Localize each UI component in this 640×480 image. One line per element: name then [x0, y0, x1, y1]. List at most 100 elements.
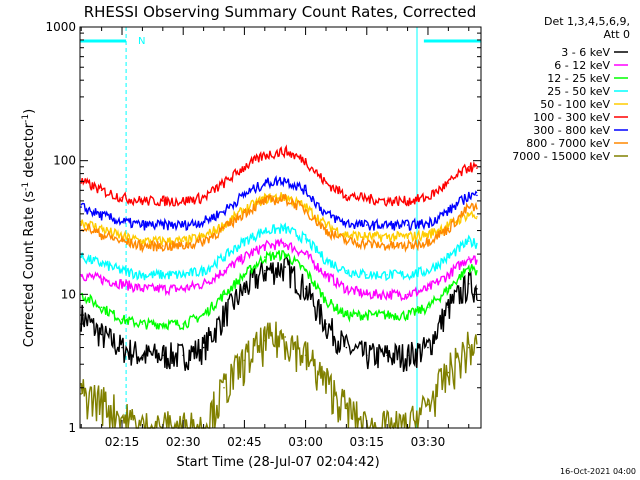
series-7-point-11 [284, 178, 286, 181]
series-8-point-3 [121, 240, 123, 242]
series-7-point-19 [447, 210, 450, 212]
series-5-point-14 [345, 233, 348, 236]
series-9-point-8 [223, 386, 225, 389]
series-6-point-20 [467, 165, 470, 168]
x-tick-label-6: 03:30 [411, 435, 446, 449]
series-4-point-2 [100, 262, 103, 265]
series-4-point-13 [325, 259, 327, 262]
series-2-point-21 [476, 259, 478, 262]
series-8-point-9 [243, 211, 246, 214]
series-4-point-5 [162, 274, 164, 276]
series-4-point-18 [427, 269, 429, 272]
series-1-point-3 [121, 346, 123, 349]
series-5-point-15 [365, 235, 368, 238]
legend-label-7: 300 - 800 keV [533, 124, 610, 137]
series-2-point-13 [325, 274, 327, 276]
x-tick-label-2: 02:30 [166, 435, 201, 449]
series-2-point-6 [182, 288, 185, 290]
series-2-point-4 [141, 288, 144, 290]
series-line-8 [81, 193, 478, 254]
series-8-point-7 [202, 240, 205, 242]
series-3-point-12 [304, 269, 307, 272]
legend-label-2: 6 - 12 keV [554, 59, 610, 72]
y-axis-label-suffix: ) [22, 109, 37, 114]
series-8-point-11 [284, 197, 286, 200]
series-6-point-3 [121, 196, 123, 199]
series-1-point-4 [141, 354, 144, 357]
series-4-point-12 [304, 238, 307, 240]
series-6-point-16 [386, 200, 388, 202]
series-9-point-18 [427, 403, 429, 406]
plot-frame [79, 26, 482, 429]
series-5-point-12 [304, 206, 307, 208]
series-2-point-11 [284, 242, 286, 245]
y-axis-label-exponent-1: -1 [21, 182, 31, 191]
series-6-point-17 [406, 200, 409, 202]
series-7-point-4 [141, 224, 144, 226]
series-1-point-17 [406, 354, 409, 357]
series-8-point-21 [476, 207, 478, 210]
series-8-point-13 [325, 229, 327, 232]
legend-header-detectors: Det 1,3,4,5,6,9, [544, 15, 630, 28]
series-4-point-9 [243, 240, 246, 242]
series-2-point-9 [243, 256, 246, 258]
series-1-point-12 [304, 288, 307, 290]
series-4-point-8 [223, 256, 225, 258]
series-line-6 [80, 144, 478, 208]
series-7-point-5 [162, 224, 164, 226]
series-8-point-14 [345, 240, 348, 242]
series-6-point-15 [365, 197, 368, 200]
y-tick-label-1: 1 [68, 421, 76, 435]
series-line-4 [80, 222, 478, 282]
series-1-point-19 [447, 306, 450, 309]
series-5-point-21 [476, 216, 478, 218]
chart-title: RHESSI Observing Summary Count Rates, Co… [84, 3, 477, 21]
series-8-point-6 [182, 245, 185, 247]
axes: 1 10 100 1000 02:15 02:30 02:45 03:00 03:15 03:30 [45, 20, 481, 449]
series-1-point-21 [476, 288, 478, 290]
series-5-point-19 [447, 224, 450, 226]
series-3-point-7 [202, 314, 205, 316]
series-7-point-2 [100, 214, 103, 217]
series-2-point-15 [365, 293, 368, 296]
series-7-point-8 [223, 210, 225, 212]
series-3-point-9 [243, 274, 246, 276]
series-3-point-10 [263, 256, 266, 258]
series-3-point-3 [121, 318, 123, 321]
series-8-point-2 [100, 233, 103, 236]
series-5-point-2 [100, 227, 103, 230]
series-line-7 [80, 174, 478, 232]
series-8-point-5 [162, 245, 164, 247]
series-4-point-16 [386, 274, 388, 276]
series-1-point-2 [100, 333, 103, 336]
series-7-point-20 [467, 194, 470, 197]
series-9-point-14 [345, 407, 348, 410]
night-marker: N [138, 36, 145, 47]
series-3-point-5 [162, 323, 164, 325]
series-4-point-17 [406, 274, 409, 276]
series-4-point-14 [345, 269, 348, 272]
series-1-point-20 [467, 282, 470, 285]
series-line-3 [81, 250, 478, 331]
series-5-point-6 [182, 240, 185, 242]
series-8-point-4 [141, 245, 144, 247]
series-6-point-10 [263, 154, 266, 156]
series-9-point-10 [263, 339, 266, 342]
series-6-point-4 [141, 200, 144, 202]
footer-timestamp: 16-Oct-2021 04:00 [560, 467, 636, 476]
series-8-point-12 [304, 208, 307, 211]
series-7-point-12 [304, 189, 307, 192]
series-4-point-1 [80, 256, 83, 258]
series-5-point-13 [325, 224, 327, 226]
y-axis-label: Corrected Count Rate (s-1 detector-1) [21, 109, 37, 347]
series-2-point-1 [80, 274, 83, 276]
series-7-point-13 [325, 213, 327, 215]
series-4-point-3 [121, 269, 123, 272]
y-tick-label-3: 100 [53, 154, 76, 168]
series-8-point-15 [365, 242, 368, 245]
series-2-point-7 [202, 282, 205, 285]
series-7-point-10 [263, 182, 266, 184]
series-7-point-17 [406, 224, 409, 226]
series-6-point-18 [427, 196, 429, 199]
